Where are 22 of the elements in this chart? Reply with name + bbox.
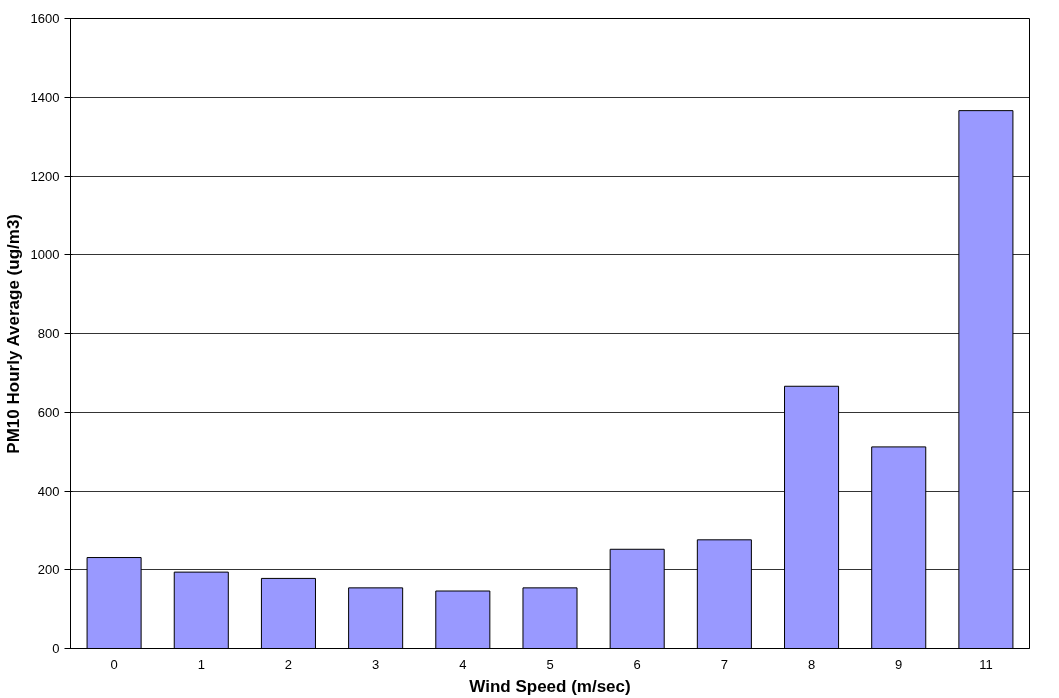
x-tick-label: 5: [546, 656, 554, 672]
x-tick-label: 11: [979, 656, 993, 672]
y-axis-title: PM10 Hourly Average (ug/m3): [3, 213, 23, 454]
x-tick-label: 0: [110, 656, 118, 672]
x-tick-label: 2: [284, 656, 293, 672]
x-tick-label: 3: [372, 656, 380, 672]
y-tick-label: 200: [37, 562, 60, 578]
y-tick-label: 1400: [30, 89, 60, 105]
y-tick-label: 1200: [30, 168, 60, 184]
y-tick-label: 0: [52, 641, 60, 656]
x-axis-title: Wind Speed (m/sec): [469, 676, 631, 696]
y-tick-label: 1600: [30, 11, 60, 26]
y-tick-label: 1000: [30, 247, 60, 263]
y-tick-label: 400: [37, 483, 60, 499]
x-tick-label: 7: [720, 656, 728, 672]
y-tick-label: 800: [37, 326, 60, 341]
x-tick-label: 4: [459, 656, 467, 672]
x-tick-label: 1: [197, 656, 205, 672]
y-tick-label: 600: [37, 404, 60, 420]
x-tick-label: 6: [633, 656, 641, 672]
x-tick-label: 8: [807, 656, 816, 672]
x-tick-label: 9: [895, 656, 903, 672]
